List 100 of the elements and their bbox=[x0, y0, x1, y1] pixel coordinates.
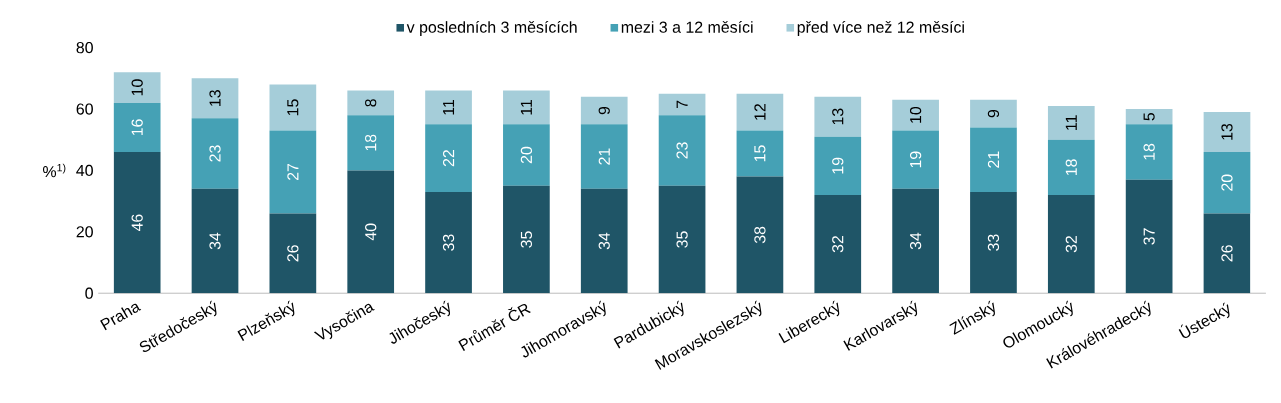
bar bbox=[892, 130, 939, 189]
data-label: 5 bbox=[1143, 113, 1155, 121]
data-label: 19 bbox=[832, 157, 844, 174]
bar bbox=[658, 185, 706, 294]
data-label: 40 bbox=[365, 223, 377, 241]
bar bbox=[580, 188, 628, 294]
data-label: 10 bbox=[131, 79, 143, 96]
bar bbox=[113, 72, 161, 103]
data-label: 12 bbox=[754, 104, 766, 120]
bar bbox=[814, 195, 862, 294]
data-label: 11 bbox=[443, 100, 455, 115]
bar bbox=[892, 188, 939, 294]
bar bbox=[503, 90, 550, 125]
bar bbox=[425, 192, 472, 294]
data-label: 10 bbox=[909, 107, 922, 123]
y-tick-label: 60 bbox=[76, 103, 93, 115]
bar bbox=[269, 130, 317, 214]
legend-label: mezi 3 a 12 měsíci bbox=[621, 21, 753, 33]
bar bbox=[814, 136, 862, 196]
bar bbox=[425, 124, 472, 192]
bar bbox=[269, 84, 317, 131]
bar bbox=[736, 93, 784, 131]
data-label: 11 bbox=[1065, 115, 1077, 130]
bar bbox=[191, 118, 239, 189]
bar bbox=[736, 130, 784, 177]
data-label: 22 bbox=[442, 150, 455, 167]
data-label: 32 bbox=[1065, 236, 1077, 253]
bar bbox=[347, 90, 395, 116]
data-label: 27 bbox=[287, 163, 299, 181]
data-label: 18 bbox=[365, 134, 377, 151]
data-label: 23 bbox=[209, 145, 221, 162]
data-label: 15 bbox=[754, 145, 766, 162]
bar bbox=[736, 176, 784, 294]
bar bbox=[658, 115, 706, 186]
data-label: 7 bbox=[676, 100, 688, 109]
y-tick-label: 80 bbox=[76, 42, 93, 54]
bar bbox=[1203, 213, 1251, 294]
bar bbox=[113, 102, 161, 153]
bar bbox=[347, 115, 395, 171]
legend-label: v posledních 3 měsících bbox=[406, 21, 577, 37]
x-tick-label: Praha bbox=[100, 303, 142, 331]
bar bbox=[658, 93, 706, 116]
y-tick-label: 20 bbox=[76, 226, 93, 238]
data-label: 35 bbox=[676, 231, 688, 248]
data-label: 35 bbox=[520, 231, 533, 248]
bar bbox=[1047, 139, 1095, 196]
bar bbox=[970, 127, 1017, 192]
bar bbox=[1047, 106, 1095, 140]
data-label: 46 bbox=[131, 214, 143, 232]
data-label: 16 bbox=[131, 119, 143, 136]
data-label: 21 bbox=[598, 148, 610, 165]
bar bbox=[1047, 195, 1095, 294]
data-label: 33 bbox=[442, 234, 455, 251]
bar bbox=[503, 124, 550, 186]
data-label: 13 bbox=[1221, 123, 1233, 140]
data-label: 20 bbox=[520, 146, 533, 164]
bar bbox=[503, 185, 550, 294]
data-label: 8 bbox=[365, 99, 377, 107]
data-label: 9 bbox=[987, 110, 1000, 118]
bar bbox=[580, 124, 628, 189]
data-label: 13 bbox=[209, 90, 221, 107]
data-label: 26 bbox=[287, 245, 299, 262]
data-label: 26 bbox=[1221, 245, 1233, 262]
data-label: 11 bbox=[520, 100, 532, 115]
data-label: 23 bbox=[676, 142, 688, 159]
bar bbox=[580, 96, 628, 125]
data-label: 37 bbox=[1143, 228, 1155, 245]
data-label: 13 bbox=[832, 108, 844, 125]
bar bbox=[425, 90, 472, 125]
data-label: 34 bbox=[598, 232, 610, 250]
bar bbox=[191, 188, 239, 294]
y-tick-label: 0 bbox=[85, 287, 93, 299]
data-label: 34 bbox=[909, 232, 922, 250]
data-label: 18 bbox=[1065, 159, 1077, 176]
data-label: 21 bbox=[987, 151, 1000, 168]
data-label: 18 bbox=[1143, 143, 1155, 160]
y-tick-label: 40 bbox=[76, 164, 93, 177]
bar bbox=[1125, 179, 1173, 294]
legend-label: před více než 12 měsíci bbox=[797, 21, 964, 37]
bar bbox=[814, 96, 862, 137]
bar bbox=[1125, 109, 1173, 125]
bar bbox=[269, 213, 317, 294]
bar bbox=[1203, 112, 1251, 153]
data-label: 9 bbox=[598, 106, 610, 115]
y-axis-title: %$^{1)}$ bbox=[42, 163, 66, 178]
bar bbox=[347, 170, 395, 294]
bar bbox=[1125, 124, 1173, 180]
bar bbox=[113, 152, 161, 294]
bar bbox=[970, 99, 1017, 128]
bar bbox=[1203, 152, 1251, 214]
bar bbox=[191, 78, 239, 119]
bar bbox=[970, 192, 1017, 294]
data-label: 33 bbox=[987, 234, 1000, 251]
data-label: 32 bbox=[832, 236, 844, 253]
data-label: 19 bbox=[909, 151, 922, 168]
data-label: 20 bbox=[1221, 174, 1233, 191]
data-label: 34 bbox=[209, 232, 221, 250]
data-label: 15 bbox=[287, 99, 299, 116]
bar bbox=[892, 99, 939, 131]
data-label: 38 bbox=[754, 226, 766, 244]
